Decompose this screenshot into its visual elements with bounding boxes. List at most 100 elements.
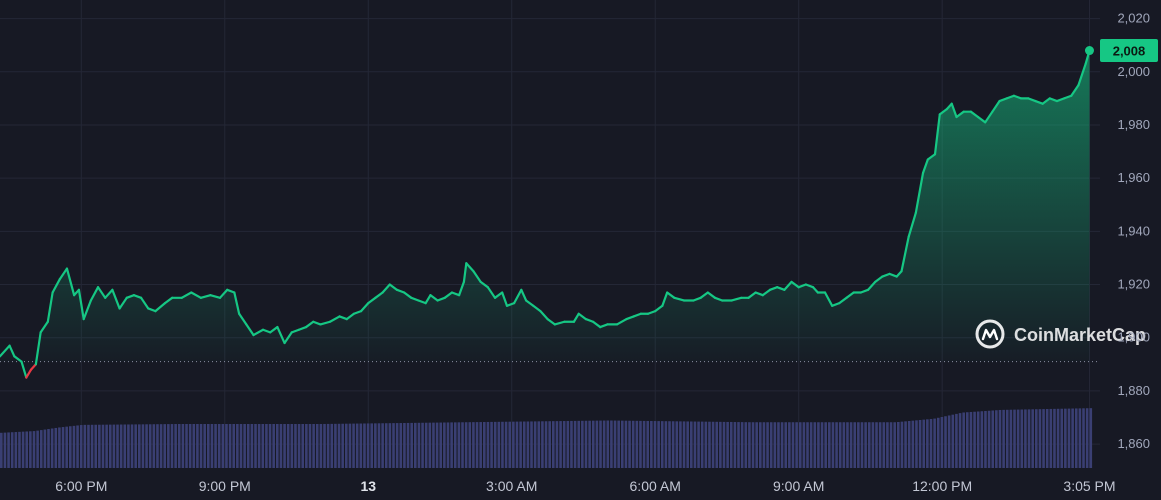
volume-bar — [370, 423, 374, 468]
volume-bar — [188, 424, 192, 468]
volume-bar — [846, 422, 849, 468]
y-tick-label: 1,960 — [1117, 170, 1150, 185]
volume-bar — [272, 424, 275, 468]
price-line-segment — [29, 363, 37, 371]
price-line-segment — [713, 296, 724, 302]
x-axis-ticks: 6:00 PM 9:00 PM 13 3:00 AM 6:00 AM 9:00 AM 12:… — [55, 478, 1115, 494]
volume-bar — [904, 421, 907, 468]
volume-bar — [341, 423, 344, 468]
volume-bar — [610, 420, 613, 468]
price-line-segment — [245, 323, 255, 337]
price-line — [0, 49, 1091, 379]
price-line-segment — [874, 275, 884, 283]
volume-bar — [722, 421, 726, 468]
volume-bar — [352, 423, 355, 468]
volume-bar — [762, 422, 766, 468]
y-tick-label: 1,900 — [1117, 330, 1150, 345]
volume-bar — [87, 424, 90, 468]
volume-bar — [726, 421, 729, 468]
volume-bar — [537, 421, 541, 468]
price-line-segment — [190, 291, 202, 299]
volume-bar — [479, 422, 482, 468]
volume-bar — [450, 422, 453, 468]
y-tick-label: 1,940 — [1117, 223, 1150, 238]
volume-bar — [599, 420, 602, 468]
volume-bar — [214, 424, 217, 468]
volume-bar — [116, 424, 119, 468]
volume-bar — [555, 421, 559, 468]
price-line-segment — [625, 315, 635, 321]
volume-bar — [112, 424, 116, 468]
price-line-segment — [572, 312, 580, 323]
volume-bar — [798, 422, 802, 468]
price-line-segment — [367, 296, 377, 305]
price-line-segment — [39, 320, 49, 334]
volume-bar — [947, 415, 951, 468]
volume-bar — [14, 432, 18, 468]
volume-bar — [461, 422, 464, 468]
price-line-segment — [1055, 97, 1066, 103]
price-line-segment — [436, 296, 446, 302]
price-line-segment — [584, 317, 595, 323]
volume-bar — [468, 422, 472, 468]
volume-bar — [305, 424, 308, 468]
volume-bar — [108, 424, 112, 468]
price-line-segment — [706, 291, 717, 299]
price-line-segment — [388, 283, 399, 291]
x-tick-label: 9:00 AM — [773, 478, 824, 494]
volume-bar — [686, 421, 689, 468]
price-line-segment — [429, 294, 439, 302]
volume-bar — [79, 425, 83, 468]
volume-bar — [399, 423, 403, 468]
volume-bar — [483, 422, 486, 468]
price-line-segment — [881, 272, 891, 278]
volume-bar — [475, 422, 479, 468]
volume-bar — [261, 424, 265, 468]
volume-bar — [308, 424, 312, 468]
price-line-segment — [163, 296, 174, 305]
price-line-segment — [804, 283, 815, 289]
volume-bar — [788, 422, 791, 468]
volume-bar — [795, 422, 798, 468]
volume-bar — [443, 422, 446, 468]
price-line-segment — [976, 115, 987, 124]
price-line-segment — [269, 325, 279, 334]
volume-bar — [50, 428, 54, 468]
price-line-segment — [304, 320, 315, 329]
volume-bar — [1074, 408, 1078, 468]
price-line-segment — [218, 288, 229, 299]
volume-bar — [860, 422, 864, 468]
price-badge-bg — [1100, 39, 1158, 63]
volume-bar — [871, 422, 875, 468]
x-tick-label: 9:00 PM — [199, 478, 251, 494]
volume-bar — [875, 422, 878, 468]
volume-bars — [0, 408, 1093, 468]
volume-bar — [595, 420, 599, 468]
volume-bar — [268, 424, 272, 468]
volume-bar — [991, 410, 995, 468]
volume-bar — [809, 422, 813, 468]
volume-bar — [83, 424, 87, 468]
volume-bar — [457, 422, 461, 468]
price-line-segment — [462, 262, 468, 283]
volume-bar — [650, 421, 653, 468]
volume-bar — [907, 420, 911, 468]
volume-bar — [65, 426, 68, 468]
volume-bar — [330, 423, 334, 468]
price-line-segment — [8, 344, 16, 358]
volume-bar — [936, 417, 940, 468]
volume-bar — [210, 424, 214, 468]
volume-bar — [58, 427, 61, 468]
volume-bar — [47, 429, 50, 468]
price-line-segment — [984, 110, 994, 124]
volume-bar — [929, 418, 933, 468]
price-line-segment — [914, 171, 925, 214]
y-tick-label: 2,020 — [1117, 11, 1150, 26]
volume-bar — [410, 422, 413, 468]
price-line-segment — [96, 286, 107, 299]
price-line-segment — [252, 328, 265, 337]
price-line-segment — [1070, 83, 1080, 97]
price-line-segment — [261, 328, 272, 334]
